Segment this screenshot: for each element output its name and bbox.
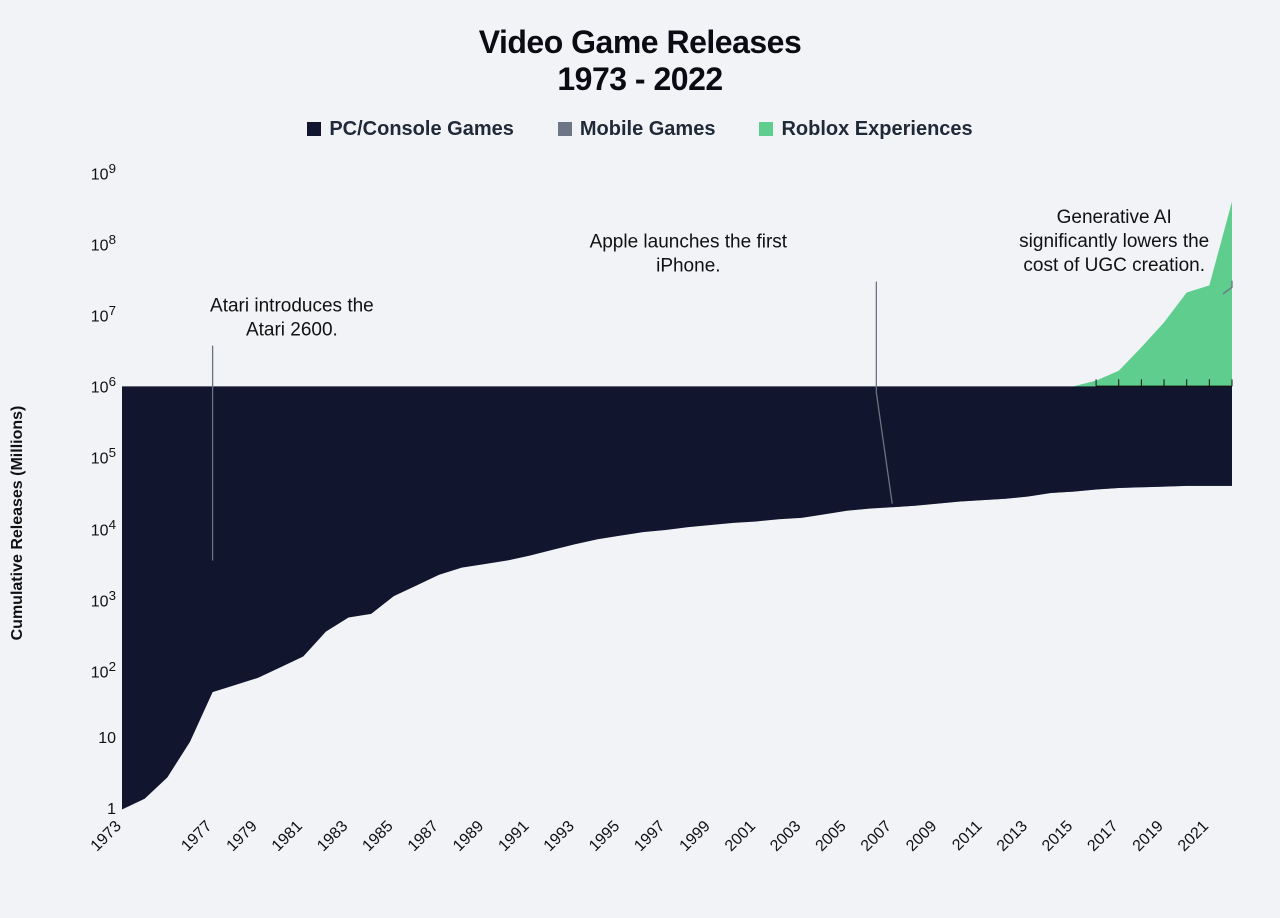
legend-label-roblox: Roblox Experiences	[781, 118, 972, 141]
x-tick: 1997	[631, 817, 668, 854]
x-tick: 1995	[586, 817, 623, 854]
title-line2: 1973 - 2022	[0, 61, 1280, 98]
annotation-genai: Generative AI	[1057, 206, 1172, 227]
x-tick: 2017	[1084, 817, 1121, 854]
y-tick: 1	[56, 801, 116, 825]
annotation-atari: Atari introduces the	[210, 295, 374, 316]
x-tick: 2013	[994, 817, 1031, 854]
chart: Cumulative Releases (Millions) 109108107…	[30, 163, 1250, 883]
x-tick: 1999	[677, 817, 714, 854]
x-tick: 1987	[405, 817, 442, 854]
x-tick: 2015	[1039, 817, 1076, 854]
y-tick: 10	[56, 729, 116, 753]
legend-swatch-roblox	[759, 122, 773, 136]
x-tick: 1993	[541, 817, 578, 854]
chart-title: Video Game Releases 1973 - 2022	[0, 0, 1280, 98]
x-tick: 2021	[1175, 817, 1212, 854]
y-tick: 103	[56, 587, 116, 611]
title-line1: Video Game Releases	[0, 24, 1280, 61]
annotation-atari: Atari 2600.	[246, 319, 338, 340]
legend-label-pc: PC/Console Games	[329, 118, 514, 141]
y-tick: 108	[56, 232, 116, 256]
legend-label-mobile: Mobile Games	[580, 118, 716, 141]
y-tick: 105	[56, 445, 116, 469]
x-tick: 1981	[269, 817, 306, 854]
x-tick: 2009	[903, 817, 940, 854]
x-tick: 1991	[495, 817, 532, 854]
y-tick: 107	[56, 303, 116, 327]
annotation-genai: significantly lowers the	[1019, 230, 1209, 251]
annotation-genai: cost of UGC creation.	[1023, 254, 1205, 275]
legend-swatch-pc	[307, 122, 321, 136]
annotation-iphone: Apple launches the first	[590, 231, 788, 252]
x-tick: 1977	[178, 817, 215, 854]
annotation-iphone: iPhone.	[656, 255, 720, 276]
x-tick: 2003	[767, 817, 804, 854]
x-tick: 1985	[359, 817, 396, 854]
chart-svg: 1091081071061051041031021011973197719791…	[30, 163, 1250, 883]
y-tick: 102	[56, 658, 116, 682]
x-tick: 1989	[450, 817, 487, 854]
legend: PC/Console Games Mobile Games Roblox Exp…	[0, 118, 1280, 141]
y-axis-label: Cumulative Releases (Millions)	[9, 405, 27, 640]
legend-swatch-mobile	[558, 122, 572, 136]
area-pc	[122, 386, 1232, 809]
x-tick: 1983	[314, 817, 351, 854]
x-tick: 2001	[722, 817, 759, 854]
y-tick: 109	[56, 163, 116, 185]
x-tick: 2011	[949, 817, 985, 853]
x-tick: 2019	[1130, 817, 1167, 854]
y-tick: 104	[56, 516, 116, 540]
x-tick: 2005	[813, 817, 850, 854]
legend-item-pc: PC/Console Games	[307, 118, 514, 141]
legend-item-roblox: Roblox Experiences	[759, 118, 972, 141]
x-tick: 2007	[858, 817, 895, 854]
legend-item-mobile: Mobile Games	[558, 118, 716, 141]
y-tick: 106	[56, 374, 116, 398]
x-tick: 1979	[224, 817, 261, 854]
